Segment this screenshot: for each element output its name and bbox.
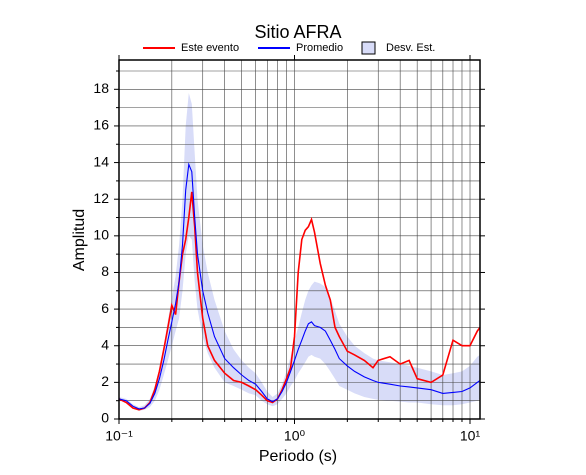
legend-label: Desv. Est. <box>386 42 435 54</box>
y-tick-label: 16 <box>93 117 109 133</box>
std-band <box>119 93 480 411</box>
x-tick-label: 10¹ <box>460 428 481 444</box>
chart-title: Sitio AFRA <box>254 22 341 42</box>
y-tick-label: 10 <box>93 227 109 243</box>
y-axis-label: Amplitud <box>71 209 88 271</box>
x-axis-label: Periodo (s) <box>259 448 337 465</box>
legend-label: Este evento <box>181 42 239 54</box>
series-line <box>118 162 481 410</box>
y-tick-label: 6 <box>101 300 109 316</box>
plot-frame <box>118 59 481 420</box>
y-tick-label: 0 <box>101 410 109 426</box>
y-tick-label: 18 <box>93 80 109 96</box>
y-tick-label: 2 <box>101 373 109 389</box>
y-tick-label: 12 <box>93 190 109 206</box>
y-tick-label: 4 <box>101 336 109 352</box>
x-tick-label: 10⁻¹ <box>105 428 133 444</box>
y-tick-label: 14 <box>93 153 109 169</box>
legend-swatch <box>361 41 376 55</box>
y-tick-label: 8 <box>101 263 109 279</box>
x-tick-label: 10⁰ <box>284 428 306 444</box>
legend-label: Promedio <box>296 42 343 54</box>
